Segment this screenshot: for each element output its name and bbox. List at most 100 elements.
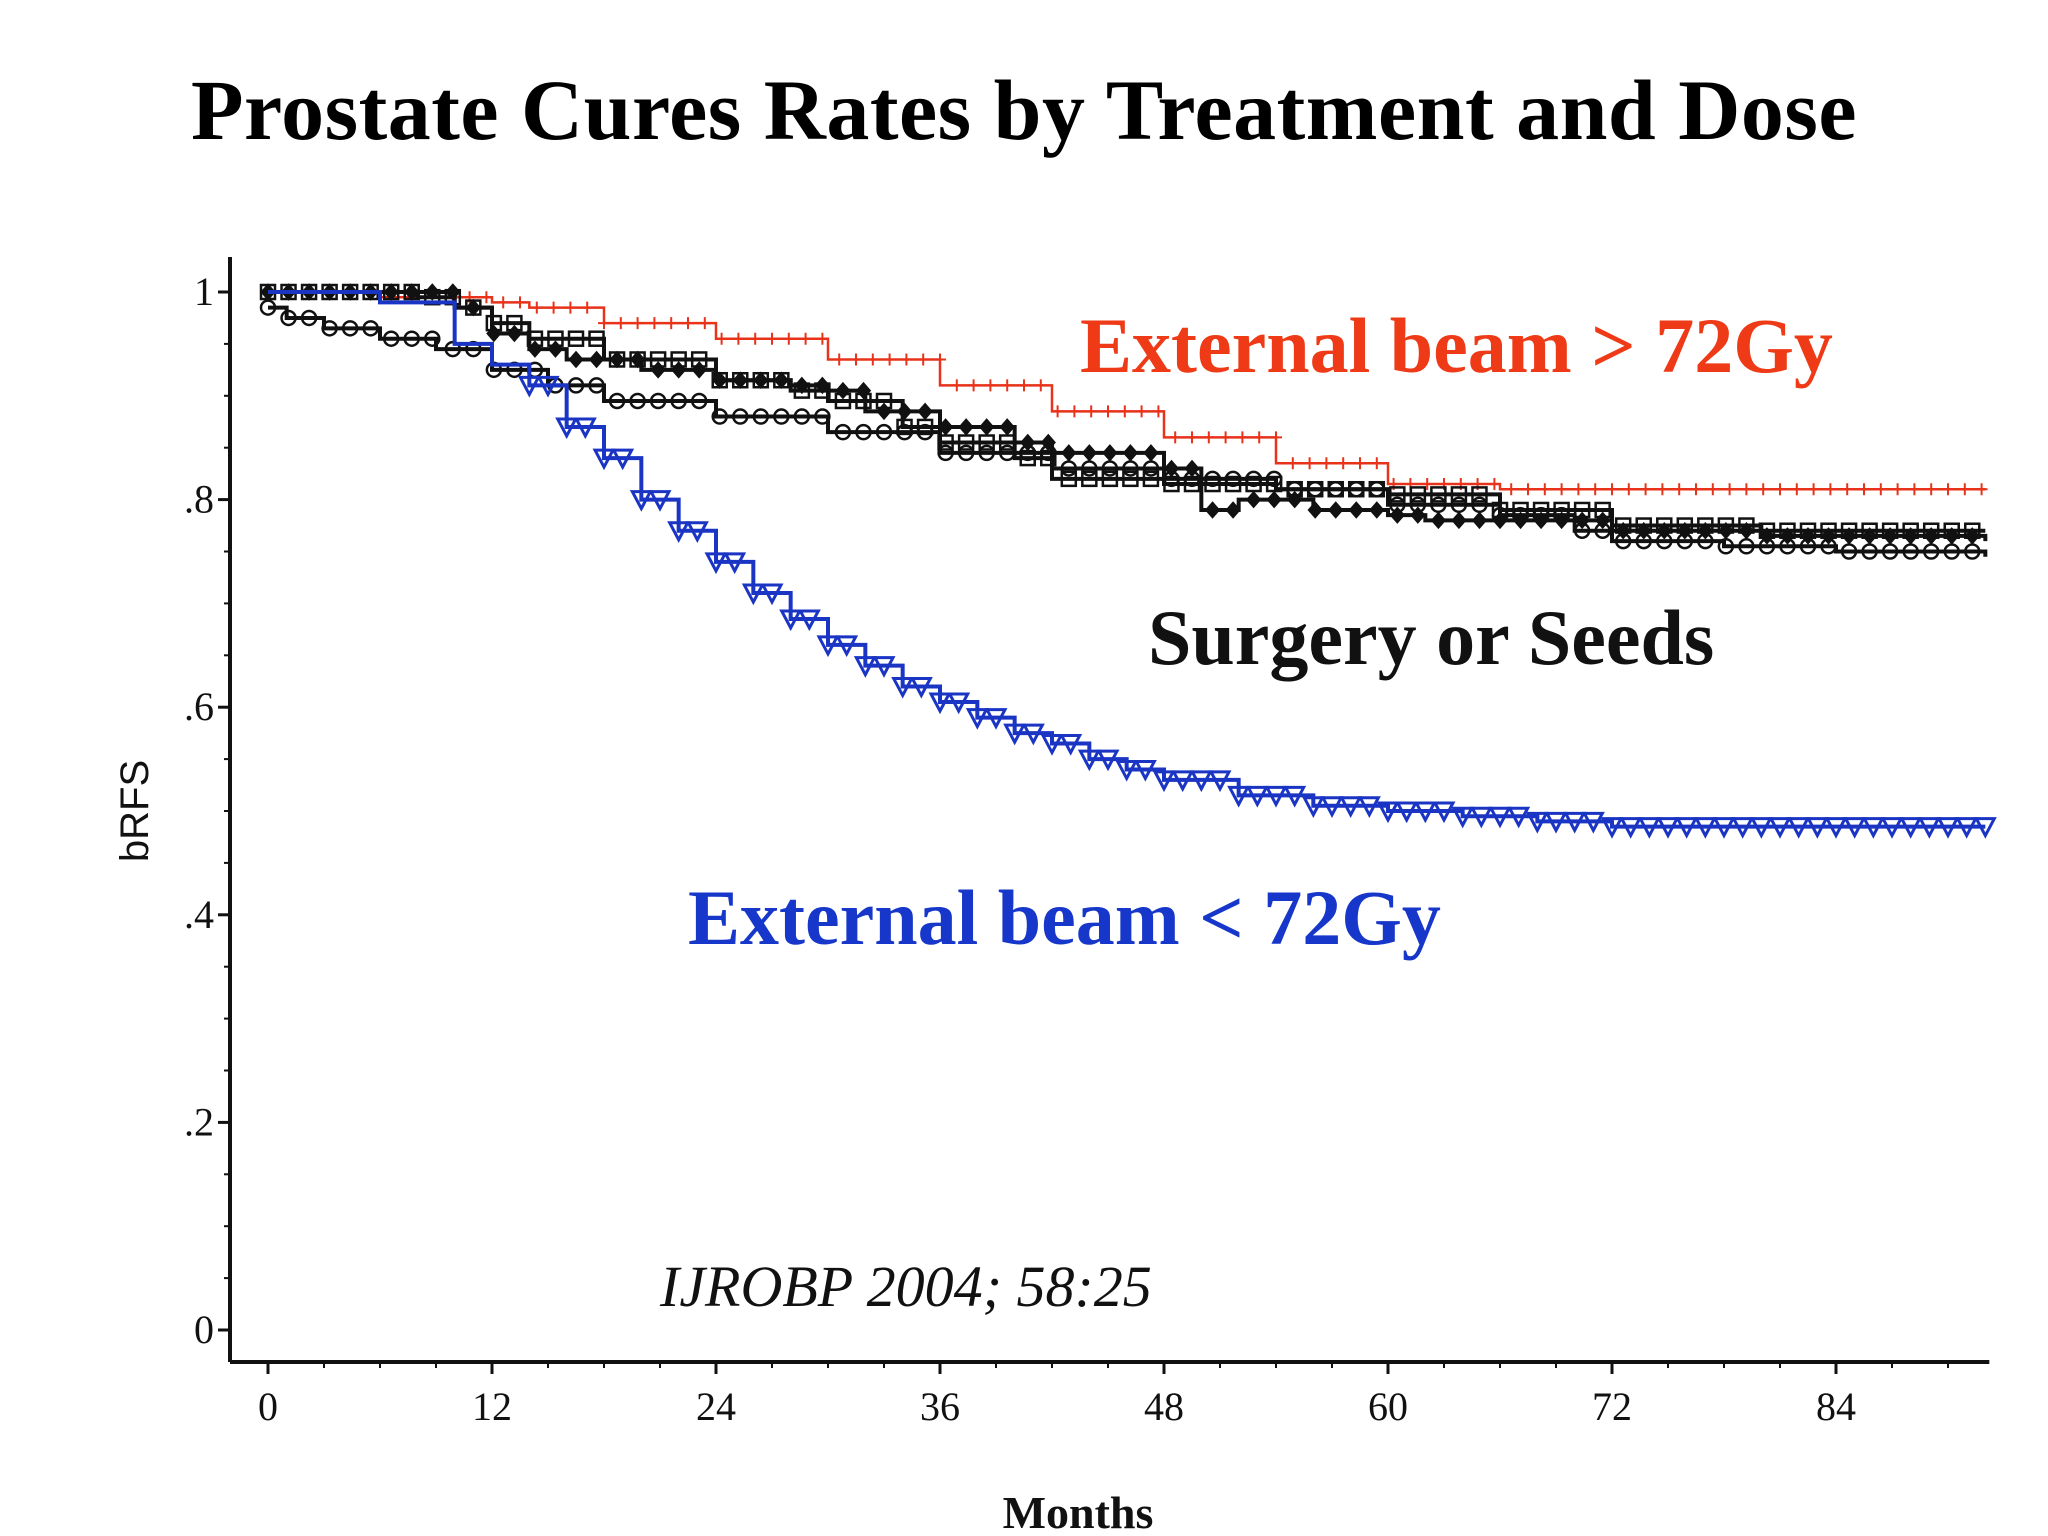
- censor-marker: [1102, 444, 1118, 462]
- censor-marker: [816, 332, 829, 345]
- censor-marker: [732, 371, 749, 389]
- censor-marker: [1858, 483, 1870, 496]
- censor-marker: [1973, 817, 1997, 839]
- censor-marker: [1253, 431, 1266, 444]
- censor-marker: [629, 351, 646, 368]
- censor-marker: [1430, 511, 1447, 530]
- x-tick-label: 84: [1816, 1384, 1856, 1429]
- censor-marker: [814, 408, 831, 425]
- censor-marker: [1563, 811, 1587, 834]
- censor-marker: [965, 708, 989, 730]
- censor-marker: [1553, 501, 1570, 519]
- censor-marker: [1189, 770, 1213, 793]
- censor-marker: [711, 371, 728, 389]
- censor-marker: [1975, 483, 1988, 496]
- censor-marker: [855, 423, 872, 441]
- censor-marker: [1068, 405, 1081, 418]
- censor-marker: [1450, 486, 1468, 503]
- censor-marker: [1958, 483, 1971, 496]
- censor-marker: [875, 423, 893, 441]
- censor-marker: [1843, 817, 1867, 839]
- series-group: [259, 283, 1997, 839]
- censor-marker: [1922, 522, 1940, 539]
- censor-marker: [1040, 734, 1064, 756]
- censor-marker: [855, 381, 872, 400]
- censor-marker: [670, 392, 687, 410]
- censor-marker: [1656, 483, 1669, 496]
- censor-marker: [1451, 511, 1467, 530]
- censor-marker: [1881, 522, 1899, 539]
- axes-group: [228, 257, 1990, 1364]
- censor-marker: [564, 301, 577, 314]
- censor-marker: [1512, 501, 1529, 519]
- censor-marker: [486, 324, 502, 343]
- censor-marker: [883, 353, 896, 366]
- censor-marker: [967, 379, 980, 392]
- censor-marker: [648, 490, 672, 512]
- censor-marker: [1081, 470, 1098, 488]
- censor-marker: [1917, 817, 1941, 839]
- censor-marker: [1171, 770, 1195, 793]
- censor-marker: [1040, 449, 1057, 467]
- censor-marker: [382, 330, 400, 347]
- annotation-surgery-or-seeds: Surgery or Seeds: [1148, 594, 1714, 681]
- censor-marker: [280, 309, 297, 327]
- censor-marker: [1525, 811, 1549, 834]
- censor-marker: [592, 448, 616, 471]
- censor-marker: [1637, 817, 1661, 839]
- censor-marker: [1787, 817, 1811, 839]
- censor-marker: [1204, 501, 1221, 519]
- censor-marker: [760, 583, 784, 606]
- censor-marker: [530, 301, 543, 314]
- censor-marker: [1614, 517, 1632, 534]
- censor-marker: [690, 392, 708, 410]
- x-tick-label: 72: [1592, 1384, 1632, 1429]
- censor-marker: [1061, 444, 1077, 462]
- censor-marker: [1348, 480, 1365, 498]
- censor-marker: [671, 361, 687, 379]
- censor-marker: [1738, 517, 1755, 534]
- censor-marker: [1327, 480, 1344, 498]
- censor-marker: [1357, 796, 1381, 819]
- censor-marker: [1060, 470, 1078, 488]
- censor-marker: [947, 692, 971, 715]
- censor-marker: [1003, 723, 1027, 746]
- censor-marker: [749, 332, 762, 345]
- censor-marker: [1824, 817, 1848, 839]
- censor-marker: [1690, 483, 1702, 496]
- censor-marker: [1368, 480, 1386, 498]
- censor-marker: [1805, 817, 1829, 839]
- censor-marker: [1758, 522, 1776, 539]
- censor-marker: [1169, 431, 1182, 444]
- censor-marker: [732, 408, 749, 425]
- censor-marker: [362, 320, 379, 337]
- censor-marker: [950, 379, 963, 392]
- censor-marker: [517, 375, 541, 398]
- censor-marker: [1936, 817, 1960, 839]
- series-line: [268, 305, 1988, 557]
- censor-marker: [1942, 483, 1954, 496]
- censor-marker: [665, 317, 678, 330]
- censor-marker: [937, 444, 954, 462]
- censor-marker: [1656, 817, 1680, 839]
- censor-marker: [1122, 444, 1139, 462]
- censor-marker: [896, 418, 913, 436]
- x-tick-label: 36: [920, 1384, 960, 1429]
- censor-marker: [682, 317, 694, 330]
- censor-marker: [1522, 483, 1534, 496]
- censor-marker: [999, 418, 1015, 436]
- censor-marker: [1874, 483, 1887, 496]
- censor-marker: [799, 332, 812, 345]
- censor-marker: [698, 317, 711, 330]
- censor-marker: [1717, 517, 1735, 534]
- censor-marker: [1471, 486, 1488, 503]
- slide-title: Prostate Cures Rates by Treatment and Do…: [190, 62, 1857, 158]
- censor-marker: [1320, 457, 1333, 470]
- censor-marker: [1077, 749, 1101, 772]
- censor-marker: [1693, 817, 1717, 839]
- censor-marker: [1639, 483, 1652, 496]
- censor-marker: [1955, 817, 1979, 839]
- censor-marker: [1163, 475, 1180, 493]
